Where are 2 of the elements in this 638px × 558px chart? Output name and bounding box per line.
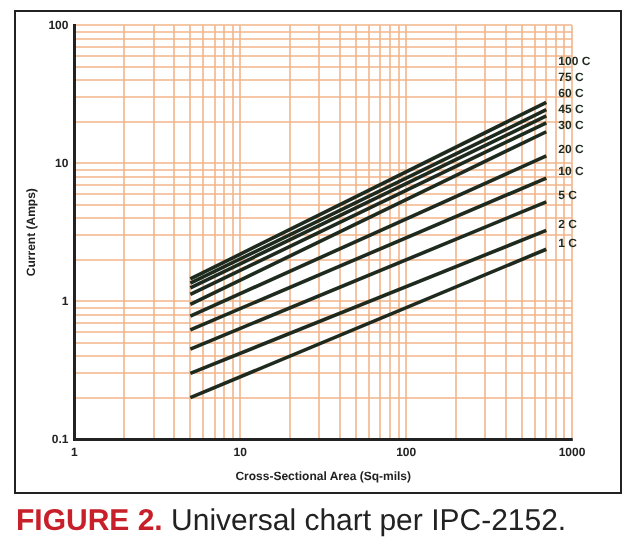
text: Universal chart per IPC-2152. [171, 504, 567, 538]
caption: FIGURE 2. [16, 504, 165, 538]
